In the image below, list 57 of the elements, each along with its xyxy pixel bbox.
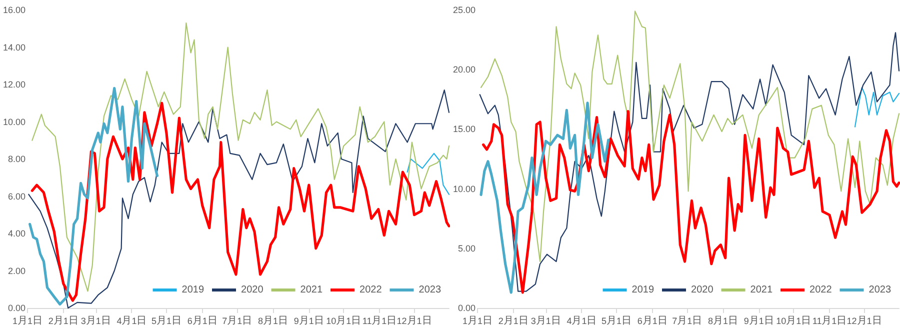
y-tick-label: 0.00 <box>458 303 476 313</box>
line-series <box>28 86 159 306</box>
x-tick-label: 7月1日 <box>222 316 252 326</box>
y-tick-label: 6.00 <box>8 191 26 202</box>
legend-label: 2020 <box>691 284 714 296</box>
x-tick-label: 10月1日 <box>776 316 812 326</box>
x-tick-label: 12月1日 <box>396 316 432 326</box>
x-tick-label: 2月1日 <box>48 316 78 326</box>
line-series <box>479 32 900 292</box>
x-tick-label: 6月1日 <box>187 316 218 326</box>
line-series <box>32 22 450 292</box>
y-tick-label: 8.00 <box>8 154 26 164</box>
y-tick-label: 14.00 <box>2 42 26 52</box>
line-series <box>480 102 610 294</box>
legend-label: 2022 <box>810 284 832 296</box>
x-tick-label: 11月1日 <box>812 316 847 326</box>
x-tick-label: 10月1日 <box>326 316 362 326</box>
x-tick-label: 3月1日 <box>530 316 561 326</box>
x-tick-label: 1月1日 <box>12 316 43 326</box>
y-tick-label: 15.00 <box>452 124 476 134</box>
x-tick-label: 4月1日 <box>566 316 597 326</box>
x-tick-label: 4月1日 <box>116 316 147 326</box>
legend-label: 2021 <box>750 284 773 296</box>
line-series <box>406 152 450 195</box>
legend-label: 2021 <box>300 284 323 296</box>
x-tick-label: 5月1日 <box>151 316 182 326</box>
y-tick-label: 25.00 <box>452 5 476 15</box>
y-tick-label: 10.00 <box>452 184 476 194</box>
y-tick-label: 20.00 <box>452 64 476 75</box>
line-series <box>480 10 900 262</box>
y-tick-label: 4.00 <box>8 228 26 238</box>
legend-label: 2019 <box>632 284 654 296</box>
legend-label: 2023 <box>418 284 442 296</box>
x-tick-label: 7月1日 <box>672 316 702 326</box>
y-tick-label: 10.00 <box>2 116 26 127</box>
x-tick-label: 1月1日 <box>462 316 493 326</box>
y-tick-label: 2.00 <box>8 266 26 276</box>
x-tick-label: 6月1日 <box>637 316 668 326</box>
x-tick-label: 12月1日 <box>846 316 882 326</box>
y-tick-label: 16.00 <box>2 5 26 15</box>
x-tick-label: 9月1日 <box>294 316 324 326</box>
x-tick-label: 3月1日 <box>80 316 111 326</box>
x-tick-label: 5月1日 <box>601 316 632 326</box>
line-series <box>482 110 900 294</box>
x-tick-label: 8月1日 <box>258 316 288 326</box>
x-tick-label: 11月1日 <box>362 316 397 326</box>
x-tick-label: 2月1日 <box>498 316 528 326</box>
legend-label: 2019 <box>182 284 204 296</box>
x-tick-label: 8月1日 <box>708 316 738 326</box>
legend-label: 2023 <box>868 284 892 296</box>
line-series <box>854 86 900 128</box>
y-tick-label: 12.00 <box>2 80 26 90</box>
y-tick-label: 0.00 <box>8 303 26 313</box>
legend-label: 2022 <box>360 284 382 296</box>
x-tick-label: 9月1日 <box>744 316 774 326</box>
y-tick-label: 5.00 <box>458 243 476 254</box>
legend-label: 2020 <box>241 284 264 296</box>
